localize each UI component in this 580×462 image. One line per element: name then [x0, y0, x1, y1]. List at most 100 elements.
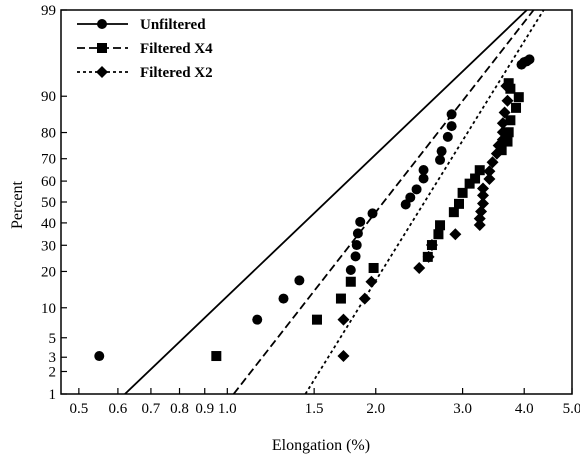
y-tick-label: 99	[41, 3, 56, 19]
x-tick-label: 1.5	[305, 401, 324, 417]
point-filtered-x4	[345, 276, 356, 287]
legend-marker-filtered-x2	[96, 66, 108, 78]
legend-marker-filtered-x4	[97, 43, 107, 53]
fit-line-filtered-x2	[304, 10, 545, 394]
point-unfiltered	[294, 275, 305, 286]
point-filtered-x2	[477, 189, 490, 202]
legend: Unfiltered Filtered X4 Filtered X2	[77, 17, 213, 81]
point-filtered-x4	[433, 229, 444, 240]
y-axis-title: Percent	[9, 180, 26, 229]
point-filtered-x2	[449, 228, 462, 241]
point-filtered-x4	[505, 115, 516, 126]
point-unfiltered	[400, 199, 411, 210]
point-filtered-x4	[435, 220, 446, 231]
point-filtered-x4	[457, 187, 468, 198]
point-unfiltered	[355, 216, 366, 227]
data-markers	[94, 54, 535, 363]
point-filtered-x4	[502, 136, 513, 147]
point-filtered-x4	[211, 351, 222, 362]
point-filtered-x2	[496, 117, 509, 130]
fit-lines	[124, 10, 545, 394]
point-filtered-x2	[473, 219, 486, 232]
y-tick-label: 1	[49, 387, 57, 403]
point-filtered-x2	[490, 147, 503, 160]
legend-label-unfiltered: Unfiltered	[140, 17, 206, 33]
x-tick-label: 0.6	[109, 401, 128, 417]
point-filtered-x2	[413, 261, 426, 274]
point-filtered-x4	[496, 145, 507, 156]
point-unfiltered	[442, 131, 453, 142]
point-unfiltered	[345, 264, 356, 275]
point-filtered-x2	[483, 165, 496, 178]
point-unfiltered	[411, 184, 422, 195]
point-filtered-x4	[311, 314, 322, 325]
y-tick-label: 60	[41, 174, 56, 190]
point-filtered-x4	[470, 173, 481, 184]
y-tick-label: 80	[41, 126, 56, 142]
point-filtered-x2	[500, 80, 513, 93]
y-tick-label: 2	[49, 365, 57, 381]
legend-label-filtered-x4: Filtered X4	[140, 41, 213, 57]
point-unfiltered	[351, 240, 362, 251]
y-tick-label: 3	[49, 350, 57, 366]
point-filtered-x2	[486, 156, 499, 169]
point-unfiltered	[446, 121, 457, 132]
point-filtered-x2	[358, 292, 371, 305]
x-axis-title: Elongation (%)	[272, 437, 370, 454]
x-tick-label: 0.9	[195, 401, 214, 417]
x-tick-label: 0.7	[142, 401, 161, 417]
point-unfiltered	[94, 351, 105, 362]
x-tick-label: 5.0	[563, 401, 580, 417]
x-tick-label: 1.0	[218, 401, 237, 417]
point-filtered-x4	[511, 102, 522, 113]
point-filtered-x2	[477, 182, 490, 195]
point-unfiltered	[524, 54, 535, 65]
y-tick-label: 40	[41, 216, 56, 232]
point-unfiltered	[350, 251, 361, 262]
point-filtered-x2	[501, 94, 514, 107]
point-unfiltered	[278, 293, 289, 304]
x-tick-label: 3.0	[453, 401, 472, 417]
point-filtered-x4	[464, 178, 475, 189]
legend-label-filtered-x2: Filtered X2	[140, 65, 213, 81]
point-unfiltered	[352, 228, 363, 239]
fit-line-unfiltered	[124, 10, 528, 394]
x-axis: 0.5 0.6 0.7 0.8 0.9 1.0 1.5 2.0 3.0 4.0 5.0	[69, 388, 580, 417]
point-filtered-x4	[505, 83, 516, 94]
point-filtered-x4	[513, 92, 524, 103]
legend-marker-unfiltered	[97, 19, 107, 29]
point-unfiltered	[418, 164, 429, 175]
point-filtered-x4	[474, 165, 485, 176]
point-filtered-x4	[453, 198, 464, 209]
y-tick-label: 10	[41, 301, 56, 317]
point-filtered-x2	[422, 250, 435, 263]
fit-line-filtered-x4	[232, 10, 535, 394]
point-unfiltered	[367, 208, 378, 219]
y-axis: 1 23 5 10 20 30 40 50 60 70 80 90 99	[41, 3, 67, 403]
y-tick-label: 30	[41, 238, 56, 254]
x-tick-label: 2.0	[366, 401, 385, 417]
x-tick-label: 0.8	[170, 401, 189, 417]
y-tick-label: 90	[41, 89, 56, 105]
point-filtered-x2	[425, 239, 438, 252]
point-unfiltered	[435, 154, 446, 165]
y-tick-label: 5	[49, 331, 57, 347]
y-tick-label: 50	[41, 195, 56, 211]
point-filtered-x2	[337, 313, 350, 326]
point-unfiltered	[418, 173, 429, 184]
point-filtered-x4	[448, 207, 459, 218]
point-filtered-x2	[496, 126, 509, 139]
point-filtered-x2	[498, 106, 511, 119]
point-unfiltered	[436, 146, 447, 157]
y-tick-label: 20	[41, 264, 56, 280]
point-filtered-x2	[477, 197, 490, 210]
y-tick-label: 70	[41, 152, 56, 168]
point-filtered-x2	[475, 205, 488, 218]
x-tick-label: 0.5	[69, 401, 88, 417]
x-tick-label: 4.0	[515, 401, 534, 417]
point-unfiltered	[446, 109, 457, 120]
point-filtered-x2	[365, 275, 378, 288]
point-filtered-x2	[337, 350, 350, 363]
point-unfiltered	[405, 192, 416, 203]
point-filtered-x4	[368, 262, 379, 273]
